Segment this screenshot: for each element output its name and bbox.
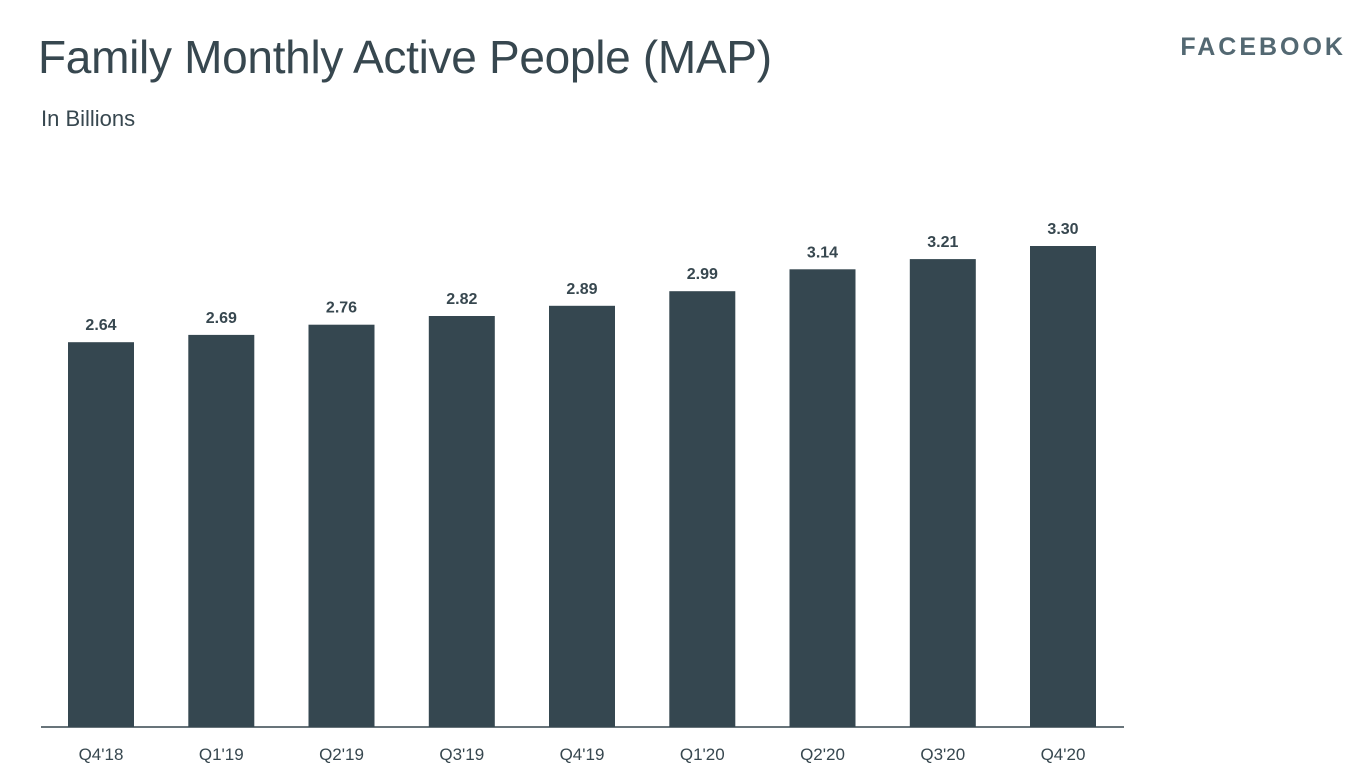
bar-value-label: 3.30 bbox=[1047, 221, 1078, 238]
bar-5 bbox=[669, 291, 736, 727]
x-tick-label: Q3'20 bbox=[920, 745, 965, 764]
bar-value-label: 2.99 bbox=[687, 266, 718, 283]
bar-value-label: 2.69 bbox=[206, 310, 237, 327]
bar-value-label: 3.14 bbox=[807, 244, 838, 261]
bar-0 bbox=[68, 342, 134, 727]
chart-title: Family Monthly Active People (MAP) bbox=[38, 31, 772, 83]
bar-value-label: 2.64 bbox=[85, 317, 116, 334]
x-tick-label: Q1'20 bbox=[680, 745, 725, 764]
x-tick-label: Q4'18 bbox=[79, 745, 124, 764]
bar-6 bbox=[789, 269, 856, 727]
x-tick-label: Q2'19 bbox=[319, 745, 364, 764]
bar-value-label: 2.82 bbox=[446, 291, 477, 308]
bar-value-label: 3.21 bbox=[927, 234, 958, 251]
chart-subtitle: In Billions bbox=[41, 106, 136, 131]
bar-2 bbox=[308, 324, 375, 727]
bar-7 bbox=[909, 259, 976, 727]
x-tick-label: Q3'19 bbox=[439, 745, 484, 764]
x-tick-label: Q2'20 bbox=[800, 745, 845, 764]
bar-8 bbox=[1030, 246, 1096, 727]
bar-value-label: 2.89 bbox=[566, 281, 597, 298]
x-tick-label: Q1'19 bbox=[199, 745, 244, 764]
bar-3 bbox=[428, 316, 495, 727]
x-tick-label: Q4'20 bbox=[1041, 745, 1086, 764]
bar-1 bbox=[188, 334, 255, 727]
bar-4 bbox=[549, 305, 615, 727]
bar-value-label: 2.76 bbox=[326, 300, 357, 317]
facebook-logo: FACEBOOK bbox=[1180, 33, 1346, 61]
x-tick-label: Q4'19 bbox=[560, 745, 605, 764]
